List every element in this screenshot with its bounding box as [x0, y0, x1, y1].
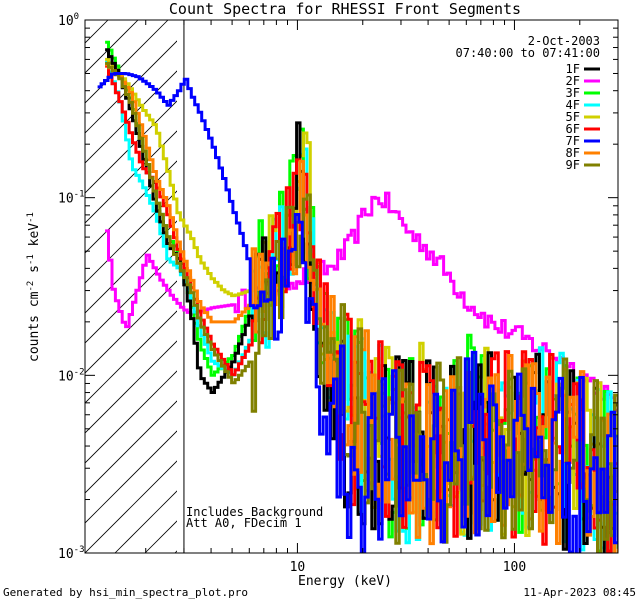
hatch-line	[85, 70, 177, 164]
y-axis-label: counts cm-2 s-1 keV-1	[26, 212, 42, 362]
x-tick-label: 100	[503, 560, 526, 575]
series-group	[97, 40, 618, 553]
hatch-line	[85, 280, 177, 374]
series-line-7F	[97, 72, 618, 553]
annotation-background: Includes Background	[186, 505, 323, 519]
legend-date: 2-Oct-2003	[528, 34, 600, 48]
legend-time-range: 07:40:00 to 07:41:00	[456, 46, 601, 60]
y-tick-label: 100	[58, 12, 79, 29]
footer-timestamp: 11-Apr-2023 08:45	[523, 586, 636, 599]
legend-label: 3F	[566, 86, 580, 100]
series-line-8F	[105, 63, 618, 553]
legend-label: 2F	[566, 74, 580, 88]
hatch-line	[0, 20, 48, 553]
hatch-line	[0, 20, 18, 553]
legend-label: 5F	[566, 110, 580, 124]
x-axis-label: Energy (keV)	[298, 574, 392, 589]
hatch-line	[85, 20, 109, 44]
y-tick-label: 10-3	[58, 545, 85, 562]
chart-title: Count Spectra for RHESSI Front Segments	[169, 0, 521, 18]
x-tick-label: 10	[290, 560, 306, 575]
hatch-line	[85, 400, 177, 494]
hatch-line	[625, 20, 640, 553]
legend-label: 8F	[566, 146, 580, 160]
x-axis-ticks: 10 100	[145, 20, 619, 575]
legend-label: 1F	[566, 62, 580, 76]
hatch-line	[85, 430, 177, 524]
hatch-line	[85, 250, 177, 344]
plot-frame	[84, 19, 619, 554]
hatch-line	[85, 100, 177, 194]
legend-label: 9F	[566, 158, 580, 172]
legend-label: 4F	[566, 98, 580, 112]
y-axis-ticks: 10-3 10-2 10-1 100	[58, 12, 618, 562]
hatch-line	[0, 20, 78, 553]
annotation-attenuator: Att A0, FDecim 1	[186, 516, 302, 530]
legend-label: 6F	[566, 122, 580, 136]
footer-generator: Generated by hsi_min_spectra_plot.pro	[3, 586, 248, 599]
hatch-line	[85, 460, 177, 553]
y-tick-label: 10-1	[58, 190, 85, 207]
legend-label: 7F	[566, 134, 580, 148]
hatch-line	[85, 130, 177, 224]
hatch-line	[85, 40, 177, 134]
y-tick-label: 10-2	[58, 367, 85, 384]
